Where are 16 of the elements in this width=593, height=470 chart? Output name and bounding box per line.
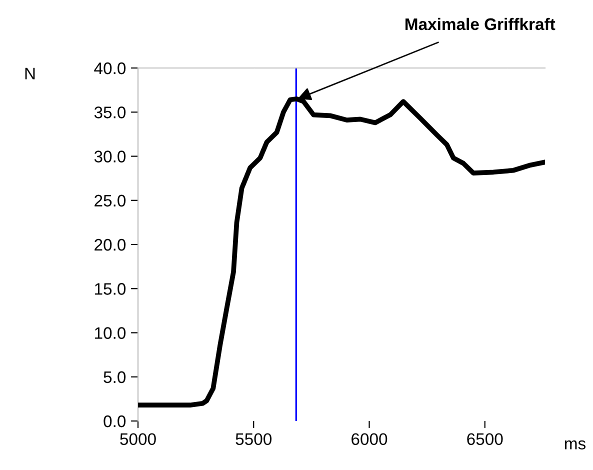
y-tick-label: 40.0	[94, 62, 126, 74]
y-tick-label: 15.0	[95, 283, 126, 295]
x-axis-title: ms	[565, 440, 586, 450]
y-tick-label: 5.0	[104, 371, 126, 384]
y-tick-label: 0.0	[104, 415, 126, 428]
y-tick-label: 10.0	[95, 327, 126, 339]
y-tick-label: 20.0	[94, 238, 126, 251]
y-tick-label: 35.0	[94, 106, 126, 118]
y-axis-title: N	[25, 68, 35, 80]
x-tick-label: 5000	[120, 433, 156, 446]
annotation: Maximale Griffkraft	[406, 18, 556, 30]
x-tick-label: 5500	[236, 433, 272, 446]
x-tick-label: 6500	[467, 433, 503, 446]
x-tick-label: 6000	[352, 433, 388, 446]
y-tick-label: 30.0	[94, 150, 126, 162]
y-tick-label: 25.0	[94, 194, 126, 207]
